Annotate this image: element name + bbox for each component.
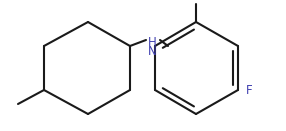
Text: F: F bbox=[246, 83, 253, 97]
Text: H: H bbox=[148, 36, 156, 49]
Text: N: N bbox=[148, 45, 156, 58]
